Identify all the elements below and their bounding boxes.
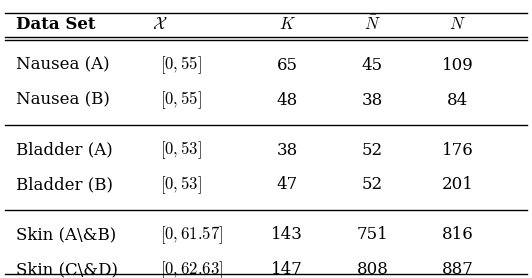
Text: $N$: $N$ — [449, 16, 466, 33]
Text: 143: 143 — [271, 226, 303, 244]
Text: 45: 45 — [362, 57, 383, 74]
Text: 38: 38 — [362, 91, 383, 109]
Text: 201: 201 — [442, 176, 473, 193]
Text: 65: 65 — [277, 57, 298, 74]
Text: $[0, 62.63]$: $[0, 62.63]$ — [160, 259, 223, 278]
Text: $K$: $K$ — [279, 16, 296, 33]
Text: Nausea (B): Nausea (B) — [16, 91, 110, 109]
Text: Bladder (A): Bladder (A) — [16, 142, 113, 159]
Text: 38: 38 — [277, 142, 298, 159]
Text: 109: 109 — [442, 57, 473, 74]
Text: $[0, 53]$: $[0, 53]$ — [160, 174, 202, 196]
Text: 147: 147 — [271, 261, 303, 278]
Text: $[0, 55]$: $[0, 55]$ — [160, 54, 202, 76]
Text: $[0, 55]$: $[0, 55]$ — [160, 89, 202, 111]
Text: 52: 52 — [362, 176, 383, 193]
Text: 47: 47 — [277, 176, 298, 193]
Text: Skin (A\&B): Skin (A\&B) — [16, 226, 116, 244]
Text: 808: 808 — [356, 261, 388, 278]
Text: Data Set: Data Set — [16, 16, 95, 33]
Text: 751: 751 — [356, 226, 388, 244]
Text: Bladder (B): Bladder (B) — [16, 176, 113, 193]
Text: 887: 887 — [442, 261, 473, 278]
Text: $[0, 53]$: $[0, 53]$ — [160, 139, 202, 161]
Text: Skin (C\&D): Skin (C\&D) — [16, 261, 118, 278]
Text: Nausea (A): Nausea (A) — [16, 57, 110, 74]
Text: $[0, 61.57]$: $[0, 61.57]$ — [160, 224, 223, 246]
Text: $\bar{N}$: $\bar{N}$ — [364, 15, 381, 34]
Text: 48: 48 — [277, 91, 298, 109]
Text: 176: 176 — [442, 142, 473, 159]
Text: 816: 816 — [442, 226, 473, 244]
Text: $\mathcal{X}$: $\mathcal{X}$ — [152, 16, 168, 33]
Text: 52: 52 — [362, 142, 383, 159]
Text: 84: 84 — [447, 91, 468, 109]
